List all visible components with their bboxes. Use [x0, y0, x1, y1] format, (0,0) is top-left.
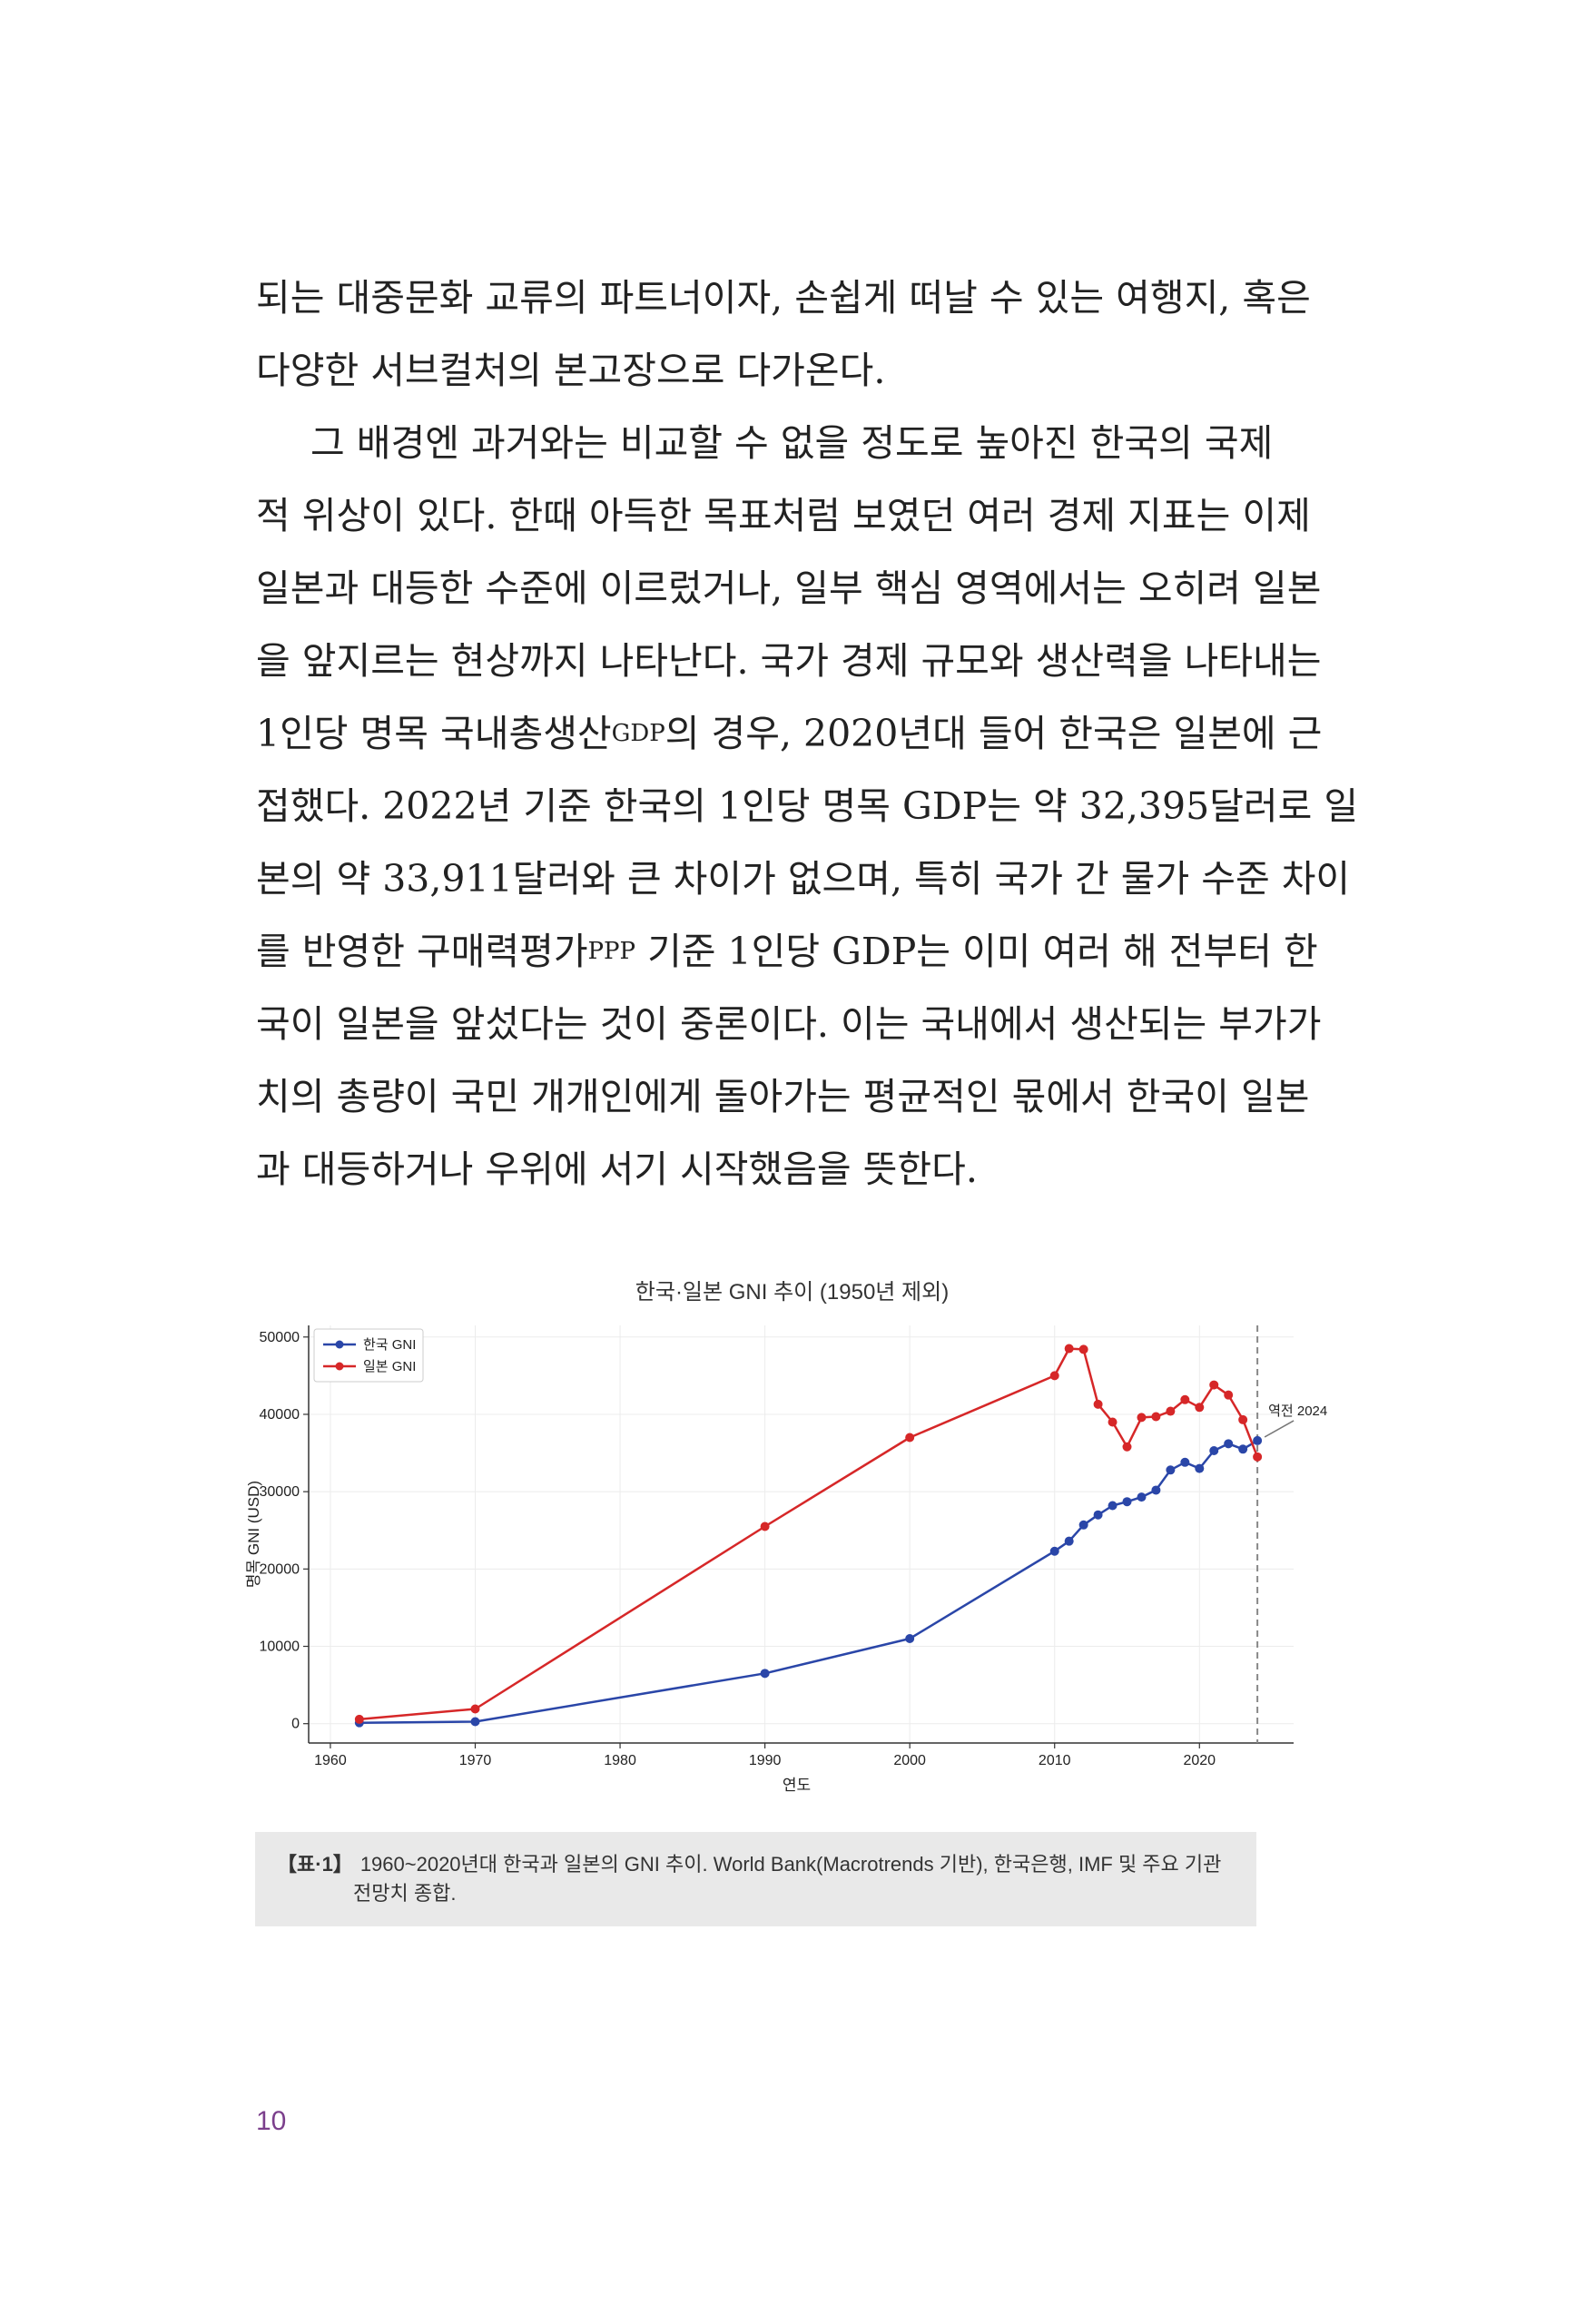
data-point: [1180, 1394, 1190, 1404]
text-line: 을 앞지르는 현상까지 나타난다. 국가 경제 규모와 생산력을 나타내는: [256, 639, 1322, 683]
y-tick-label: 20000: [260, 1561, 300, 1577]
data-point: [1108, 1417, 1117, 1427]
data-point: [905, 1433, 915, 1443]
y-tick-label: 50000: [260, 1330, 300, 1345]
x-tick-label: 1970: [459, 1753, 492, 1768]
data-point: [1078, 1344, 1088, 1354]
data-point: [470, 1717, 480, 1727]
data-point: [1049, 1371, 1059, 1381]
legend-swatch-marker: [335, 1340, 344, 1349]
gni-chart-figure: 한국·일본 GNI 추이 (1950년 제외) 1960 1970 1980 1990 2…: [222, 1266, 1332, 1825]
data-point: [1078, 1520, 1088, 1530]
paragraph-2: 그 배경엔 과거와는 비교할 수 없을 정도로 높아진 한국의 국제 적 위상이…: [256, 407, 1358, 1206]
text-line: 적 위상이 있다. 한때 아득한 목표처럼 보였던 여러 경제 지표는 이제: [256, 494, 1311, 537]
data-point: [1122, 1497, 1132, 1507]
x-tick-label: 1990: [749, 1753, 782, 1768]
text-line: 1인당 명목 국내총생산: [256, 712, 612, 755]
data-point: [1064, 1536, 1074, 1546]
data-point: [760, 1521, 770, 1531]
text-line: 국이 일본을 앞섰다는 것이 중론이다. 이는 국내에서 생산되는 부가가: [256, 1002, 1322, 1046]
legend-swatch-marker: [335, 1362, 344, 1371]
text-line: 그 배경엔 과거와는 비교할 수 없을 정도로 높아진 한국의 국제: [310, 421, 1274, 465]
caption-text-line1: 1960~2020년대 한국과 일본의 GNI 추이. World Bank(M…: [359, 1853, 1222, 1876]
gni-line-chart: 한국·일본 GNI 추이 (1950년 제외) 1960 1970 1980 1990 2…: [245, 1280, 1327, 1794]
data-point: [1253, 1452, 1263, 1462]
data-point: [354, 1714, 364, 1724]
data-point: [1195, 1463, 1205, 1473]
text-line: 접했다. 2022년 기준 한국의 1인당 명목 GDP는 약 32,395달러…: [256, 784, 1359, 828]
caption-label: 【표·1】: [277, 1853, 353, 1876]
legend-label: 일본 GNI: [363, 1359, 416, 1374]
paragraph-1: 되는 대중문화 교류의 파트너이자, 손쉽게 떠날 수 있는 여행지, 혹은 다…: [256, 261, 1311, 407]
x-axis-label: 연도: [783, 1777, 811, 1794]
caption-text-line2: 전망치 종합.: [353, 1882, 457, 1905]
y-tick-label: 40000: [260, 1407, 300, 1423]
body-text: 되는 대중문화 교류의 파트너이자, 손쉽게 떠날 수 있는 여행지, 혹은 다…: [256, 261, 1358, 1206]
data-point: [1137, 1492, 1147, 1502]
data-point: [1064, 1344, 1074, 1354]
data-point: [1238, 1414, 1248, 1424]
chart-title: 한국·일본 GNI 추이 (1950년 제외): [635, 1280, 949, 1305]
text-line: 기준 1인당 GDP는 이미 여러 해 전부터 한: [635, 930, 1318, 973]
x-tick-label: 2020: [1183, 1753, 1216, 1768]
data-point: [1209, 1380, 1219, 1390]
data-point: [1224, 1390, 1234, 1400]
page-number: 10: [256, 2106, 287, 2136]
text-line: 과 대등하거나 우위에 서기 시작했음을 뜻한다.: [256, 1147, 978, 1191]
data-point: [1049, 1546, 1059, 1556]
data-point: [1180, 1457, 1190, 1467]
gdp-annotation: GDP: [611, 720, 665, 747]
y-tick-label: 30000: [260, 1484, 300, 1500]
data-point: [760, 1669, 770, 1679]
data-point: [1166, 1465, 1176, 1475]
text-line: 되는 대중문화 교류의 파트너이자, 손쉽게 떠날 수 있는 여행지, 혹은: [256, 276, 1311, 320]
data-point: [1151, 1485, 1161, 1495]
x-tick-label: 1960: [314, 1753, 347, 1768]
data-point: [470, 1704, 480, 1714]
text-line: 를 반영한 구매력평가: [256, 930, 588, 973]
data-point: [1137, 1413, 1147, 1423]
text-line: 본의 약 33,911달러와 큰 차이가 없으며, 특히 국가 간 물가 수준 …: [256, 857, 1351, 901]
ppp-annotation: PPP: [587, 938, 636, 965]
data-point: [1195, 1403, 1205, 1413]
data-point: [1151, 1412, 1161, 1422]
series-line: [359, 1439, 1258, 1724]
text-line: 다양한 서브컬처의 본고장으로 다가온다.: [256, 349, 886, 392]
data-point: [1093, 1399, 1103, 1409]
data-point: [1108, 1501, 1117, 1511]
data-point: [1122, 1442, 1132, 1452]
x-tick-label: 2000: [893, 1753, 926, 1768]
data-point: [905, 1634, 915, 1643]
data-point: [1093, 1510, 1103, 1520]
data-point: [1166, 1406, 1176, 1416]
y-axis-label: 명목 GNI (USD): [245, 1481, 262, 1588]
data-point: [1238, 1444, 1248, 1454]
text-line: 치의 총량이 국민 개개인에게 돌아가는 평균적인 몫에서 한국이 일본: [256, 1075, 1310, 1118]
y-tick-label: 0: [291, 1717, 300, 1732]
legend-label: 한국 GNI: [363, 1337, 416, 1353]
y-tick-label: 10000: [260, 1640, 300, 1655]
text-line: 의 경우, 2020년대 들어 한국은 일본에 근: [665, 712, 1323, 755]
x-tick-label: 2010: [1039, 1753, 1071, 1768]
x-tick-label: 1980: [604, 1753, 636, 1768]
data-point: [1253, 1435, 1263, 1445]
data-point: [1224, 1439, 1234, 1449]
text-line: 일본과 대등한 수준에 이르렀거나, 일부 핵심 영역에서는 오히려 일본: [256, 566, 1322, 610]
data-point: [1209, 1446, 1219, 1455]
figure-caption: 【표·1】 1960~2020년대 한국과 일본의 GNI 추이. World B…: [255, 1832, 1256, 1926]
annotation-arrow: [1264, 1420, 1295, 1438]
annotation-label: 역전 2024: [1268, 1403, 1327, 1419]
